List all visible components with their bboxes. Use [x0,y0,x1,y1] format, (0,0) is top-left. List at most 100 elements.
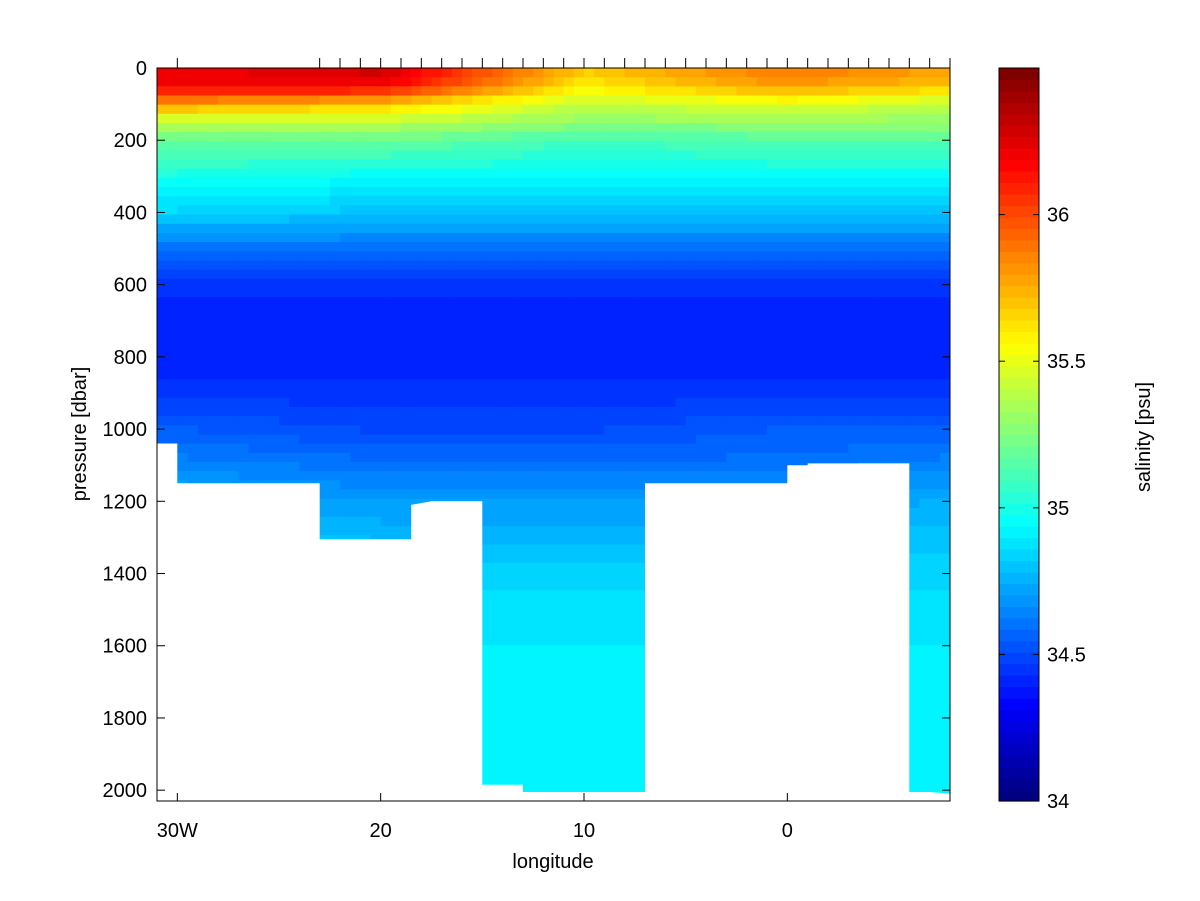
salinity-cell [584,168,595,179]
salinity-cell [777,443,788,454]
salinity-cell [472,214,483,225]
salinity-cell [634,306,646,316]
salinity-cell [462,150,473,161]
salinity-cell [584,95,595,106]
salinity-cell [340,516,351,527]
salinity-cell [401,260,412,271]
salinity-cell [807,278,819,289]
salinity-cell [746,388,758,399]
salinity-cell [675,260,687,271]
salinity-cell [909,242,921,252]
salinity-cell [634,168,646,179]
salinity-cell [756,141,768,152]
salinity-cell [563,352,575,362]
salinity-cell [218,379,229,390]
salinity-cell [706,461,717,472]
salinity-cell [431,260,443,271]
salinity-cell [594,68,605,78]
salinity-cell [370,397,382,408]
salinity-cell [787,132,799,142]
salinity-cell [390,168,402,179]
salinity-cell [472,242,483,252]
salinity-cell [919,168,931,179]
salinity-cell [909,297,921,307]
salinity-cell [512,269,524,280]
salinity-cell [573,223,585,234]
salinity-cell [584,416,595,426]
salinity-cell [299,223,311,234]
salinity-cell [238,141,250,152]
salinity-cell [197,333,209,344]
salinity-cell [187,324,199,335]
salinity-cell [258,361,270,371]
salinity-cell [492,526,504,536]
salinity-cell [390,122,402,133]
salinity-cell [207,352,219,362]
salinity-cell [370,342,382,353]
salinity-cell [797,232,809,243]
salinity-cell [614,122,626,133]
salinity-cell [370,480,382,491]
salinity-cell [238,297,250,307]
salinity-cell [624,507,636,518]
salinity-cell [502,397,514,408]
salinity-cell [878,370,890,381]
salinity-cell [167,132,178,142]
salinity-cell [329,361,341,371]
salinity-cell [187,269,199,280]
salinity-cell [604,196,616,207]
salinity-cell [502,187,514,197]
salinity-cell [655,132,666,142]
salinity-cell [380,489,392,500]
salinity-cell [319,489,331,500]
salinity-cell [197,370,209,381]
salinity-cell [878,68,890,78]
salinity-cell [573,242,585,252]
salinity-cell [441,425,453,436]
salinity-cell [939,379,950,390]
salinity-cell [573,489,585,500]
salinity-cell [187,443,199,454]
salinity-cell [889,113,900,124]
salinity-cell [787,113,799,124]
salinity-cell [858,122,870,133]
salinity-cell [451,205,463,216]
salinity-cell [868,370,880,381]
salinity-cell [177,269,189,280]
salinity-cell [289,443,300,454]
salinity-cell [401,471,412,481]
salinity-cell [360,177,372,188]
salinity-cell [563,306,575,316]
salinity-cell [797,443,809,454]
salinity-cell [360,132,372,142]
salinity-cell [878,232,890,243]
salinity-cell [899,95,910,106]
salinity-cell [899,452,910,463]
salinity-cell [645,232,656,243]
salinity-cell [563,278,575,289]
salinity-cell [197,232,209,243]
salinity-cell [228,407,239,417]
salinity-cell [523,260,534,271]
salinity-cell [767,159,778,170]
salinity-cell [645,242,656,252]
salinity-cell [279,379,290,390]
salinity-cell [756,86,768,97]
salinity-cell [736,379,748,390]
salinity-cell [268,95,280,106]
salinity-cell [634,544,646,555]
salinity-cell [563,535,575,546]
salinity-cell [543,645,555,655]
salinity-cell [746,223,758,234]
salinity-cell [797,159,809,170]
salinity-cell [817,104,829,115]
salinity-cell [451,287,463,298]
salinity-cell [299,287,311,298]
salinity-cell [523,397,534,408]
salinity-cell [258,141,270,152]
salinity-cell [584,187,595,197]
salinity-cell [828,315,839,326]
salinity-cell [939,187,950,197]
salinity-cell [573,287,585,298]
salinity-cell [594,471,605,481]
